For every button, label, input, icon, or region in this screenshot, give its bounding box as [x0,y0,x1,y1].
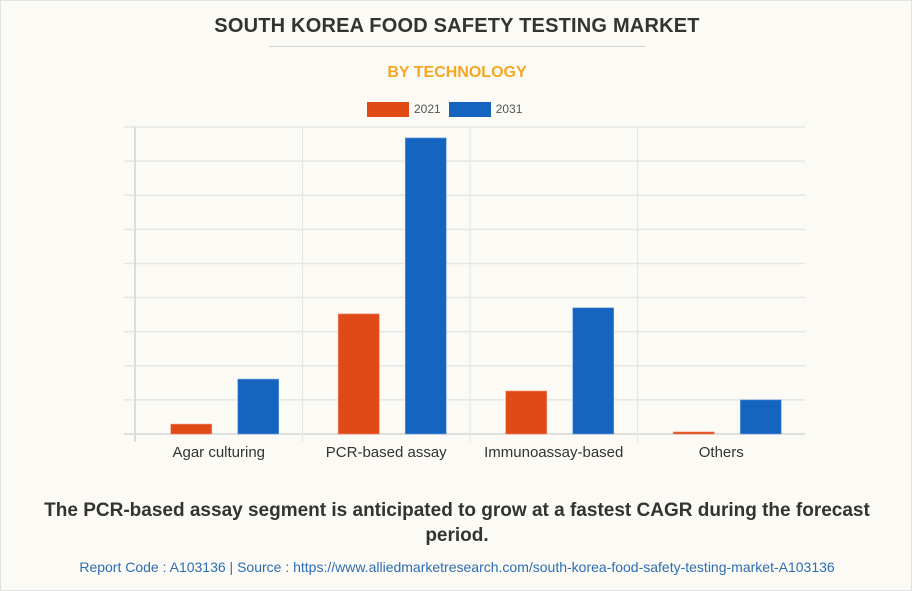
chart-caption: The PCR-based assay segment is anticipat… [44,500,870,546]
legend-item-2031[interactable]: 2031 [448,101,523,117]
bar-2031-pcr-based-assay [404,137,447,435]
x-tick-label: Agar culturing [172,444,265,461]
chart-title: SOUTH KOREA FOOD SAFETY TESTING MARKET [214,15,700,37]
legend-label-2021: 2021 [414,102,441,116]
bar-2031-immunoassay-based [572,307,615,435]
source-footer[interactable]: Report Code : A103136 | Source : https:/… [79,559,835,575]
bar-2031-agar-culturing [237,378,280,435]
title-divider [269,46,645,47]
bar-2031-others [739,399,782,435]
chart-subtitle: BY TECHNOLOGY [387,64,527,81]
bar-2021-immunoassay-based [505,390,548,435]
legend-swatch-2021 [367,101,409,117]
legend-item-2021[interactable]: 2021 [367,101,441,117]
legend-label-2031: 2031 [495,102,523,116]
bar-chart: Agar culturing PCR-based assay Immunoassay… [124,126,805,461]
legend: 2021 2031 [367,101,530,117]
bar-2021-pcr-based-assay [337,313,380,435]
bar-2021-agar-culturing [170,423,213,435]
legend-swatch-2031 [448,101,491,117]
x-tick-label: PCR-based assay [326,444,447,461]
x-tick-label: Immunoassay-based [484,444,623,461]
x-tick-label: Others [699,444,744,461]
bar-2021-others [672,431,715,435]
